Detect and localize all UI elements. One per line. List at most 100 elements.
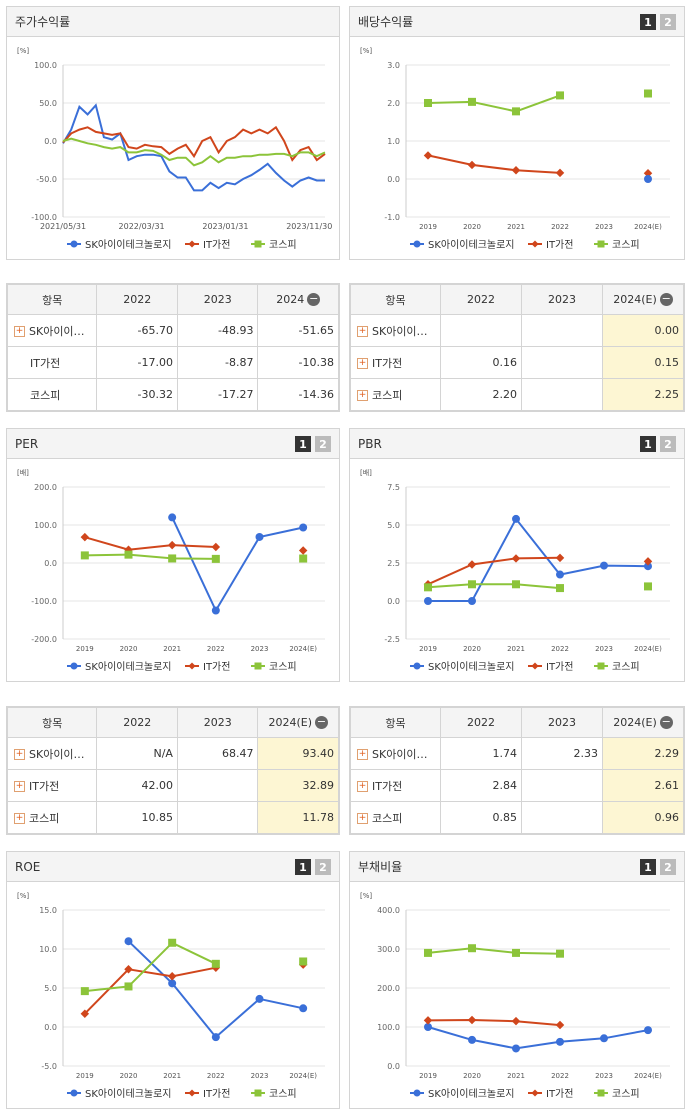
x-tick-label: 2019 bbox=[419, 223, 437, 231]
legend-marker bbox=[597, 240, 605, 248]
x-tick-label: 2021 bbox=[163, 1072, 181, 1080]
y-tick-label: 100.0 bbox=[34, 61, 57, 70]
data-point bbox=[298, 546, 308, 555]
data-point bbox=[211, 554, 220, 563]
data-point bbox=[556, 949, 564, 958]
series-line bbox=[85, 555, 303, 559]
page-2-button[interactable]: 2 bbox=[315, 859, 331, 875]
data-point bbox=[468, 1035, 476, 1044]
y-tick-label: 300.0 bbox=[377, 945, 400, 954]
data-point bbox=[167, 540, 177, 550]
y-tick-label: -50.0 bbox=[36, 175, 57, 184]
legend-label: IT가전 bbox=[546, 1088, 573, 1100]
expand-icon[interactable]: + bbox=[357, 749, 368, 760]
data-point bbox=[168, 513, 177, 522]
collapse-icon[interactable]: − bbox=[307, 292, 321, 307]
data-point bbox=[512, 580, 520, 589]
table-cell: 2.61 bbox=[601, 769, 685, 802]
y-tick-label: 3.0 bbox=[387, 61, 400, 70]
unit-label: [%] bbox=[17, 892, 29, 900]
y-tick-label: 100.0 bbox=[34, 521, 57, 530]
series-line bbox=[85, 965, 303, 1014]
page-1-button[interactable]: 1 bbox=[640, 14, 656, 30]
page-2-button[interactable]: 2 bbox=[660, 436, 676, 452]
expand-icon[interactable]: + bbox=[357, 390, 368, 401]
series-line bbox=[427, 1018, 561, 1027]
collapse-icon[interactable]: − bbox=[659, 292, 673, 307]
page-1-button[interactable]: 1 bbox=[295, 859, 311, 875]
table-row: IT가전 -17.00 -8.87 -10.38 bbox=[6, 346, 339, 379]
legend-marker bbox=[597, 1089, 605, 1097]
data-point bbox=[211, 959, 220, 968]
legend-label: IT가전 bbox=[546, 239, 573, 251]
x-tick-label: 2020 bbox=[463, 1072, 481, 1080]
table-row: 코스피 -30.32 -17.27 -14.36 bbox=[6, 378, 339, 411]
table-cell: 0.16 bbox=[440, 346, 522, 379]
data-point bbox=[556, 91, 564, 100]
x-tick-label: 2022 bbox=[207, 645, 225, 653]
legend-marker bbox=[597, 662, 605, 670]
page-2-button[interactable]: 2 bbox=[660, 859, 676, 875]
y-tick-label: 7.5 bbox=[387, 483, 400, 492]
expand-icon[interactable]: + bbox=[357, 326, 368, 337]
data-point bbox=[468, 597, 476, 605]
data-point bbox=[467, 560, 477, 569]
expand-icon[interactable]: + bbox=[357, 781, 368, 792]
x-tick-label: 2024(E) bbox=[289, 1072, 317, 1080]
expand-icon[interactable]: + bbox=[14, 749, 25, 760]
page-1-button[interactable]: 1 bbox=[640, 436, 656, 452]
legend-label: 코스피 bbox=[269, 1088, 297, 1100]
legend-label: IT가전 bbox=[203, 661, 230, 673]
data-table: 항목 2022 2023 2024− + SK아이이… -65.70 -48.93 -51.65… bbox=[6, 284, 339, 411]
collapse-icon[interactable]: − bbox=[314, 715, 328, 730]
table-cell bbox=[176, 769, 259, 802]
page-2-button[interactable]: 2 bbox=[660, 14, 676, 30]
legend-marker bbox=[413, 662, 421, 670]
expand-icon[interactable]: + bbox=[14, 781, 25, 792]
pbr-chart: [배] 7.5 5.0 2.5 0.0 -2.5 2019 2020 2021 2022 2023 2… bbox=[360, 468, 670, 673]
table-header: 2023 bbox=[176, 284, 259, 315]
data-point bbox=[211, 606, 220, 615]
y-tick-label: -100.0 bbox=[31, 597, 57, 606]
table-cell: 0.96 bbox=[601, 801, 685, 834]
table-cell bbox=[520, 378, 603, 411]
y-tick-label: 15.0 bbox=[39, 906, 57, 915]
y-tick-label: 0.0 bbox=[387, 175, 400, 184]
table-row: + 코스피 0.85 0.96 bbox=[350, 801, 685, 834]
row-name: + 코스피 bbox=[350, 801, 441, 834]
page-1-button[interactable]: 1 bbox=[640, 859, 656, 875]
row-name: + IT가전 bbox=[350, 346, 441, 379]
table-row: + IT가전 2.84 2.61 bbox=[350, 769, 685, 802]
panel-title: PBR bbox=[358, 436, 382, 451]
x-tick-label: 2019 bbox=[419, 1072, 437, 1080]
row-name: + IT가전 bbox=[6, 769, 98, 802]
data-point bbox=[124, 937, 133, 946]
expand-icon[interactable]: + bbox=[14, 813, 25, 824]
expand-icon[interactable]: + bbox=[14, 326, 25, 337]
data-point bbox=[600, 1034, 608, 1043]
x-tick-label: 2022/03/31 bbox=[119, 222, 165, 231]
legend-label: IT가전 bbox=[203, 239, 230, 251]
collapse-icon[interactable]: − bbox=[659, 715, 673, 730]
table-cell: -17.27 bbox=[176, 378, 259, 411]
expand-icon[interactable]: + bbox=[357, 813, 368, 824]
page-2-button[interactable]: 2 bbox=[315, 436, 331, 452]
row-name: 코스피 bbox=[6, 378, 98, 411]
data-point bbox=[512, 514, 520, 523]
row-name: IT가전 bbox=[6, 346, 98, 379]
y-tick-label: 2.0 bbox=[387, 99, 400, 108]
data-point bbox=[299, 554, 308, 563]
data-point bbox=[556, 1037, 564, 1046]
expand-icon[interactable]: + bbox=[357, 358, 368, 369]
series-line bbox=[428, 584, 648, 588]
legend-label: IT가전 bbox=[203, 1088, 230, 1100]
y-tick-label: 0.0 bbox=[44, 1023, 57, 1032]
x-tick-label: 2022 bbox=[207, 1072, 225, 1080]
page-1-button[interactable]: 1 bbox=[295, 436, 311, 452]
table-header: 2022 bbox=[96, 707, 178, 738]
y-tick-label: 0.0 bbox=[44, 137, 57, 146]
table-header: 항목 bbox=[6, 707, 98, 738]
